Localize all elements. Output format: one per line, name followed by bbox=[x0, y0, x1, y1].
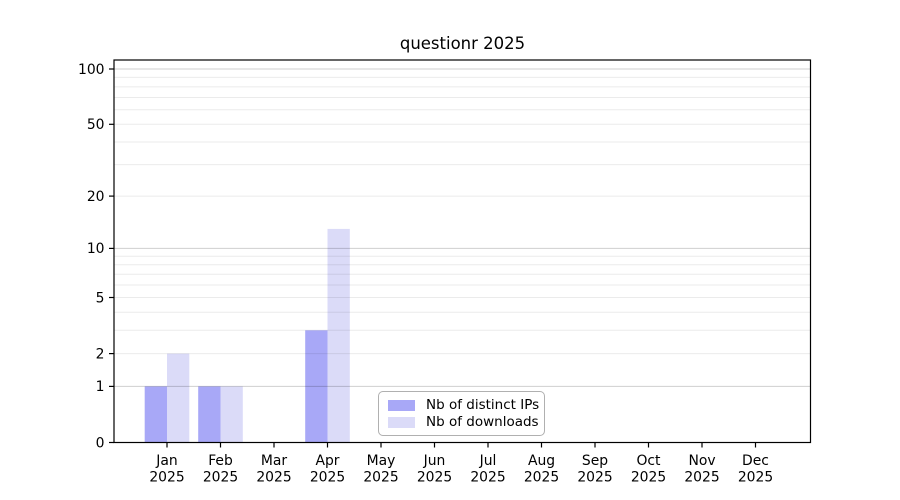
x-tick-label: Nov 2025 bbox=[684, 453, 719, 486]
x-tick-label: Mar 2025 bbox=[256, 453, 291, 486]
legend-swatch-downloads bbox=[388, 417, 415, 428]
x-tick-label: Oct 2025 bbox=[631, 453, 666, 486]
legend-swatch-distinct-ips bbox=[388, 400, 415, 411]
y-gridlines bbox=[114, 68, 811, 387]
y-tick-label: 5 bbox=[96, 290, 105, 306]
chart-title: questionr 2025 bbox=[399, 34, 526, 53]
y-tick-label: 50 bbox=[87, 117, 105, 133]
plot-frame bbox=[113, 59, 812, 444]
x-tick-label: Apr 2025 bbox=[310, 453, 345, 486]
bar-downloads-jan bbox=[167, 353, 190, 443]
bar-ips-feb bbox=[198, 386, 221, 443]
bar-ips-apr bbox=[305, 330, 328, 443]
bar-downloads-feb bbox=[220, 386, 243, 443]
x-tick-label: Jan 2025 bbox=[149, 453, 184, 486]
x-tick-label: Sep 2025 bbox=[577, 453, 612, 486]
x-tick-label: Aug 2025 bbox=[524, 453, 559, 486]
y-tick-label: 2 bbox=[96, 346, 105, 362]
legend-label-downloads: Nb of downloads bbox=[426, 414, 539, 430]
y-axis: 0 1 2 5 10 20 50 100 bbox=[78, 62, 114, 451]
y-tick-label: 100 bbox=[78, 62, 105, 78]
x-axis: Jan 2025 Feb 2025 Mar 2025 Apr 2025 May 2025 Jun 20… bbox=[149, 442, 773, 486]
x-tick-label: Dec 2025 bbox=[738, 453, 773, 486]
legend-item-distinct-ips: Nb of distinct IPs bbox=[388, 397, 540, 414]
bar-ips-jan bbox=[144, 386, 167, 443]
y-tick-label: 20 bbox=[87, 189, 105, 205]
legend: Nb of distinct IPs Nb of downloads bbox=[378, 391, 545, 436]
y-tick-label: 0 bbox=[96, 435, 105, 451]
bar-downloads-apr bbox=[327, 228, 350, 443]
x-tick-label: Jul 2025 bbox=[470, 453, 505, 486]
legend-item-downloads: Nb of downloads bbox=[388, 414, 539, 431]
legend-label-distinct-ips: Nb of distinct IPs bbox=[426, 397, 540, 413]
x-tick-label: May 2025 bbox=[363, 453, 398, 486]
y-tick-label: 1 bbox=[96, 379, 105, 395]
x-tick-label: Jun 2025 bbox=[417, 453, 452, 486]
bars bbox=[144, 228, 350, 443]
x-tick-label: Feb 2025 bbox=[203, 453, 238, 486]
y-tick-label: 10 bbox=[87, 241, 105, 257]
